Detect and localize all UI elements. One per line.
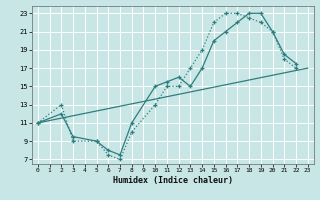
X-axis label: Humidex (Indice chaleur): Humidex (Indice chaleur) [113,176,233,185]
